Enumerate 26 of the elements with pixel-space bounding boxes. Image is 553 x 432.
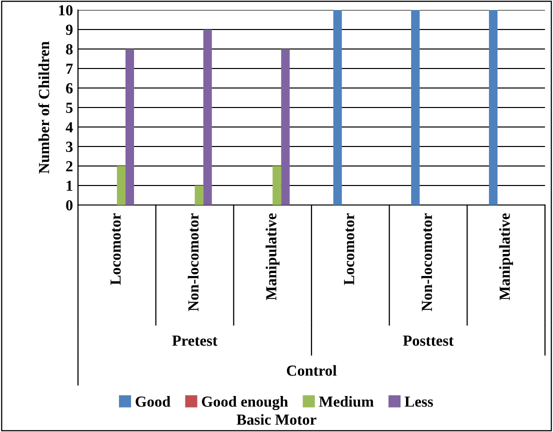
x-tick-label: Locomotor: [110, 213, 121, 285]
legend-label: Less: [404, 396, 433, 407]
y-axis-title: Number of Children: [38, 41, 50, 174]
legend-label: Good: [136, 396, 170, 407]
y-tick-label: 3: [66, 142, 73, 152]
y-tick-label: 10: [59, 5, 73, 16]
legend-label: Good enough: [202, 396, 288, 410]
y-tick-label: 2: [66, 161, 72, 172]
text: Pretest: [172, 336, 218, 346]
y-tick-label: 1: [66, 180, 72, 191]
y-tick-label: 8: [66, 44, 73, 54]
y-tick-label: 5: [66, 102, 73, 113]
y-tick-label: 9: [66, 24, 73, 35]
x-tick-label: Non-locomotor: [421, 213, 432, 312]
x-tick-label: Locomotor: [344, 213, 354, 285]
text: Posttest: [403, 336, 454, 346]
y-tick-label: 7: [66, 64, 73, 74]
y-tick-label: 4: [66, 122, 73, 132]
x-tick-label: Manipulative: [499, 213, 514, 300]
text: Control: [286, 365, 337, 376]
x-tick-label: Manipulative: [266, 213, 280, 300]
y-tick-label: 0: [66, 200, 73, 210]
x-tick-label: Non-locomotor: [188, 213, 199, 312]
legend-label: Medium: [319, 396, 374, 407]
y-tick-label: 6: [66, 83, 73, 94]
text: Basic Motor: [236, 414, 316, 425]
